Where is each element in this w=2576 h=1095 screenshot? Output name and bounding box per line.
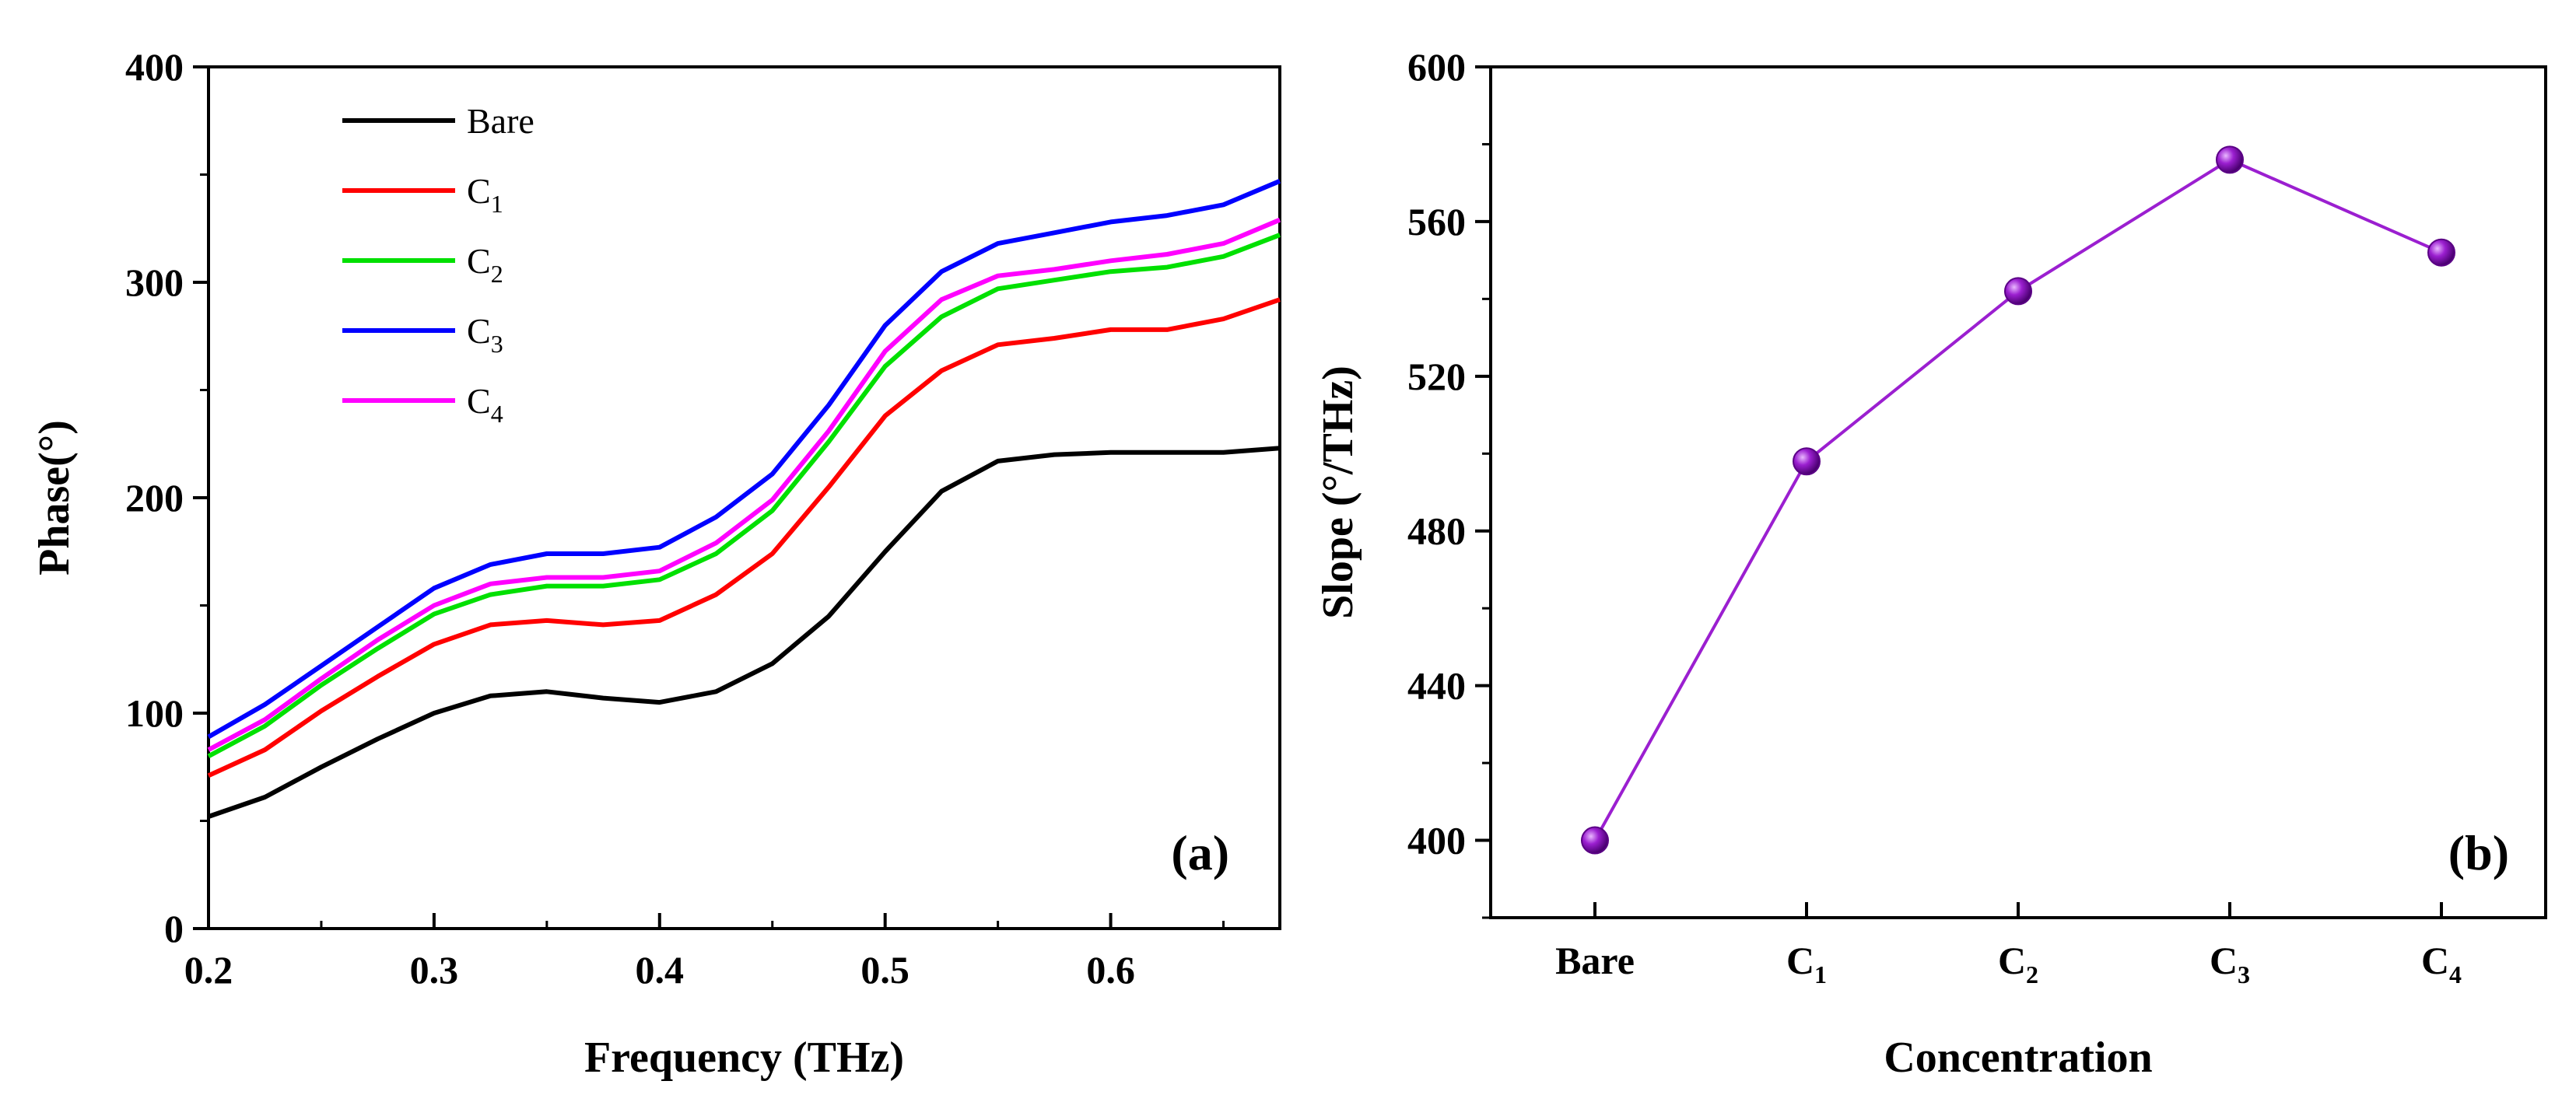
y-tick-label-b: 600 (1407, 45, 1466, 89)
slope-point (2004, 277, 2032, 306)
y-axis-title-b: Slope (°/THz) (1314, 366, 1362, 619)
x-tick-label-a: 0.4 (636, 948, 685, 992)
x-axis-title-b: Concentration (1884, 1034, 2152, 1082)
y-tick-label-b: 400 (1407, 819, 1466, 862)
series-line-bare (208, 446, 1281, 819)
x-tick-label-a: 0.3 (410, 948, 459, 992)
legend-a: Bare C1 C2 C3 C4 (342, 101, 534, 428)
legend-label-c1: C1 (467, 171, 503, 218)
series-line-c3 (207, 179, 1281, 740)
x-tick-label-a: 0.6 (1086, 948, 1135, 992)
x-tick-label-a: 0.2 (184, 948, 233, 992)
series-line-c2 (207, 233, 1281, 759)
x-tick-label-b: C4 (2421, 939, 2462, 988)
x-tick-label-a: 0.5 (860, 948, 909, 992)
y-tick-label-b: 520 (1407, 355, 1466, 398)
legend-label-c2: C2 (467, 241, 503, 288)
y-axis-title-a: Phase(°) (30, 420, 79, 575)
x-tick-label-b: C1 (1786, 939, 1827, 988)
y-tick-label-a: 100 (125, 691, 184, 735)
series-line-c1 (207, 297, 1281, 778)
panel-label-b: (b) (2448, 825, 2509, 880)
y-tick-label-b: 560 (1407, 200, 1466, 243)
x-tick-label-b: C2 (1998, 939, 2038, 988)
y-tick-label-b: 440 (1407, 664, 1466, 708)
plot-frame-b (1489, 65, 2547, 919)
legend-label-c4: C4 (467, 381, 503, 428)
x-tick-label-b: C3 (2210, 939, 2250, 988)
slope-point (1793, 447, 1821, 476)
slope-point (1581, 826, 1609, 855)
y-tick-label-b: 480 (1407, 509, 1466, 553)
y-tick-label-a: 400 (125, 45, 184, 89)
series-line-c4 (207, 217, 1281, 752)
y-tick-label-a: 0 (164, 907, 184, 950)
y-tick-label-a: 300 (125, 261, 184, 304)
x-axis-title-a: Frequency (THz) (584, 1034, 904, 1082)
slope-point (2216, 145, 2244, 174)
legend-label-c3: C3 (467, 311, 503, 358)
y-tick-label-a: 200 (125, 476, 184, 520)
slope-line (1593, 158, 2442, 841)
x-tick-label-b: Bare (1555, 939, 1635, 982)
legend-label-bare: Bare (467, 101, 534, 141)
panel-b-slope-chart: Bare C1 C2 C3 C4 400 440 480 520 560 600 (b) Concent… (1314, 45, 2547, 1082)
slope-point (2427, 238, 2455, 267)
panel-label-a: (a) (1171, 825, 1229, 880)
panel-a-phase-chart: 0.2 0.3 0.4 0.5 0.6 0 100 200 300 400 Bare C1 C2 C3 C4… (30, 45, 1281, 1082)
